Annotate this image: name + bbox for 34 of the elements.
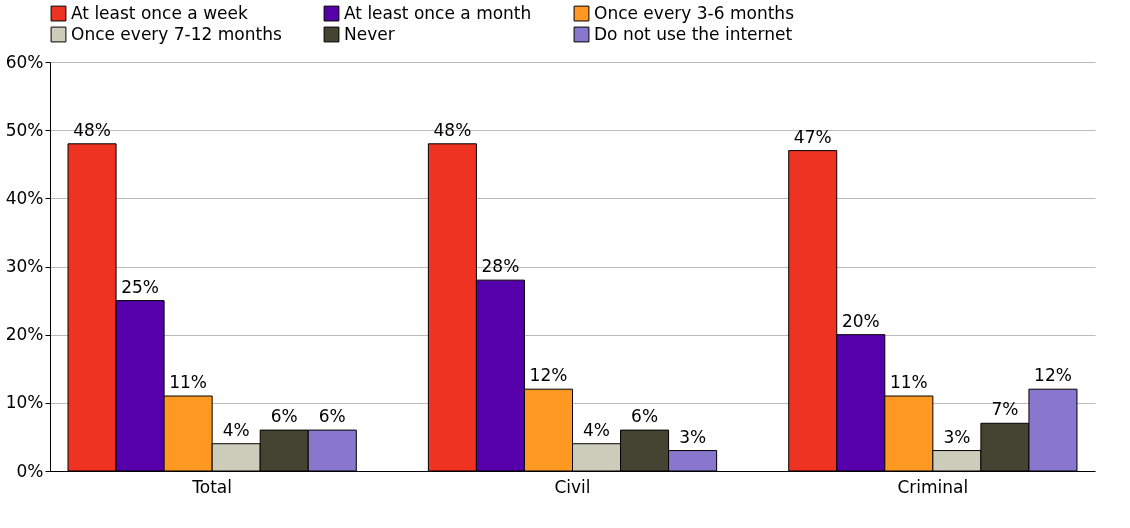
legend-label: At least once a month [344, 2, 532, 23]
data-label: 11% [169, 372, 208, 393]
data-label: 4% [583, 419, 611, 440]
legend-label: Once every 3-6 months [594, 2, 795, 23]
data-label: 6% [270, 406, 298, 427]
data-label: 47% [793, 126, 832, 147]
y-tick-label: 20% [5, 324, 44, 345]
data-label: 12% [1034, 365, 1072, 386]
data-label: 28% [481, 256, 520, 277]
legend-label: Do not use the internet [594, 23, 793, 44]
x-tick-label: Civil [554, 476, 591, 497]
data-label: 4% [222, 419, 250, 440]
data-label: 3% [679, 426, 707, 447]
data-label: 20% [841, 310, 880, 331]
y-tick-label: 50% [5, 119, 44, 140]
legend-label: Once every 7-12 months [71, 23, 282, 44]
data-label: 48% [433, 119, 472, 140]
y-tick-label: 10% [5, 392, 44, 413]
legend-label: At least once a week [71, 2, 248, 23]
y-tick-label: 30% [5, 256, 44, 276]
data-label: 3% [943, 426, 971, 447]
data-label: 25% [121, 276, 159, 297]
y-tick-label: 40% [5, 187, 44, 208]
data-label: 11% [889, 372, 928, 393]
data-label: 7% [991, 399, 1019, 420]
data-label: 6% [631, 406, 659, 427]
x-tick-label: Total [191, 476, 233, 497]
legend-label: Never [344, 23, 395, 44]
data-label: 6% [318, 406, 346, 427]
y-tick-label: 60% [5, 51, 44, 72]
data-label: 12% [529, 365, 568, 386]
data-label: 48% [73, 119, 111, 140]
y-tick-label: 0% [16, 460, 44, 481]
x-tick-label: Criminal [897, 476, 969, 497]
